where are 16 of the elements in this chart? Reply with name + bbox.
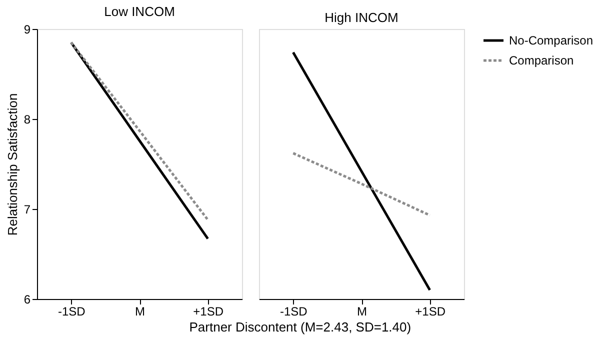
y-tick-label: 8	[24, 112, 31, 126]
y-axis-title: Relationship Satisfaction	[4, 93, 20, 236]
legend-label: No-Comparison	[509, 34, 594, 48]
x-tick-label: M	[135, 304, 145, 318]
chart-title: High INCOM	[324, 10, 398, 25]
y-tick-label: 9	[24, 22, 31, 36]
chart-title: Low INCOM	[104, 4, 175, 19]
x-tick-label: M	[357, 304, 367, 318]
x-tick-label: +1SD	[193, 304, 224, 318]
x-tick-label: -1SD	[280, 304, 308, 318]
y-tick-label: 7	[24, 202, 31, 216]
x-axis-title: Partner Discontent (M=2.43, SD=1.40)	[189, 320, 412, 334]
x-tick-label: +1SD	[415, 304, 446, 318]
legend-label: Comparison	[509, 54, 574, 68]
y-tick-label: 6	[24, 292, 31, 306]
x-tick-label: -1SD	[58, 304, 86, 318]
